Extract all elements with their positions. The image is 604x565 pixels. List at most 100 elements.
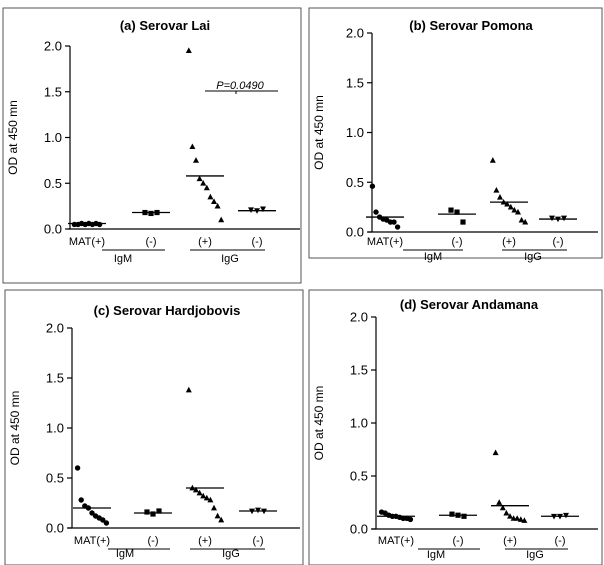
data-point: [503, 509, 510, 516]
y-axis-label: OD at 450 mn: [8, 391, 22, 466]
data-point: [218, 216, 225, 223]
panel-frame: [2, 7, 302, 284]
y-tick-label: 0.5: [346, 175, 364, 190]
data-point: [373, 209, 379, 215]
data-point: [499, 504, 506, 511]
y-tick-label: 0.0: [46, 521, 64, 536]
x-category-label: MAT(+): [74, 535, 110, 547]
y-tick-label: 1.5: [346, 75, 364, 90]
data-point: [449, 511, 455, 517]
chart-panel-a: (a) Serovar Lai OD at 450 mn 0.0 0.5 1.0 1.5 2…: [2, 7, 302, 284]
data-point: [391, 219, 397, 225]
y-tick-label: 0.5: [44, 176, 62, 191]
panel-frame: [4, 289, 304, 565]
data-point: [203, 184, 210, 191]
x-category-label: (+): [198, 535, 212, 547]
data-point: [150, 511, 156, 517]
data-point: [214, 512, 221, 519]
y-axis-label: OD at 450 mn: [312, 95, 326, 170]
data-point: [517, 516, 524, 522]
y-tick-label: 1.0: [346, 125, 364, 140]
data-point: [189, 143, 196, 150]
group-label: IgM: [114, 253, 132, 265]
data-point: [507, 513, 513, 519]
data-point: [248, 207, 254, 213]
data-point: [200, 492, 207, 499]
data-point: [148, 210, 154, 217]
data-point: [448, 207, 454, 213]
data-point: [196, 175, 203, 182]
x-category-label: MAT(+): [378, 535, 414, 547]
data-point: [555, 216, 561, 223]
x-category-label: (-): [555, 535, 566, 547]
data-point: [454, 209, 460, 215]
x-category-label: (+): [502, 236, 516, 248]
group-label: IgM: [116, 548, 134, 560]
data-point: [96, 221, 103, 228]
data-point: [254, 208, 260, 214]
data-point: [563, 512, 569, 519]
y-tick-label: 1.0: [350, 416, 368, 431]
data-point: [196, 489, 203, 496]
data-point: [214, 202, 221, 209]
data-point: [394, 224, 401, 230]
data-point: [154, 209, 160, 216]
chart-panel-d: (d) Serovar Andamana OD at 450 mn 0.0 0.5 1.…: [308, 289, 603, 565]
data-point: [203, 494, 210, 501]
data-point: [489, 157, 496, 163]
y-tick-label: 0.5: [350, 469, 368, 484]
x-category-label: (+): [198, 236, 212, 248]
y-axis-label: OD at 450 mn: [6, 100, 20, 175]
x-category-label: (-): [146, 236, 157, 248]
data-point: [492, 449, 499, 456]
data-point: [103, 520, 110, 526]
group-label: IgG: [222, 548, 240, 560]
chart-panel-b: (b) Serovar Pomona OD at 450 mn 0.0 0.5 1.0 1…: [308, 7, 603, 263]
data-point: [200, 180, 207, 186]
data-point: [455, 512, 461, 518]
group-label: IgG: [221, 253, 239, 265]
p-value-annotation: P=0.0490: [216, 80, 264, 92]
group-label: IgM: [424, 251, 442, 263]
y-tick-label: 1.0: [46, 421, 64, 436]
chart-title: (a) Serovar Lai: [120, 18, 210, 33]
panel-frame: [308, 289, 603, 565]
data-point: [261, 508, 267, 515]
data-point: [500, 198, 507, 205]
data-point: [518, 216, 525, 223]
y-tick-label: 1.5: [46, 371, 64, 386]
data-point: [144, 509, 150, 515]
data-point: [369, 183, 376, 189]
y-tick-label: 0.0: [350, 522, 368, 537]
data-point: [100, 517, 106, 523]
data-point: [189, 484, 196, 491]
data-point: [551, 513, 557, 520]
data-point: [460, 219, 466, 225]
data-point: [211, 198, 217, 204]
x-category-label: (-): [453, 535, 464, 547]
data-point: [407, 516, 414, 523]
data-point: [461, 513, 467, 519]
group-label: IgM: [427, 549, 445, 561]
panel-frame: [308, 7, 603, 259]
data-point: [142, 209, 148, 216]
data-point: [211, 504, 217, 511]
data-point: [507, 203, 514, 210]
data-point: [514, 515, 521, 521]
y-tick-label: 0.5: [46, 471, 64, 486]
x-category-label: (-): [253, 535, 264, 547]
x-category-label: (-): [252, 236, 263, 248]
x-category-label: (-): [452, 236, 463, 248]
data-point: [249, 508, 255, 515]
data-point: [493, 187, 500, 193]
data-point: [218, 516, 225, 523]
chart-title: (d) Serovar Andamana: [400, 297, 539, 312]
data-point: [156, 508, 162, 514]
data-point: [207, 193, 214, 200]
data-point: [561, 215, 567, 222]
data-point: [255, 507, 261, 514]
chart-title: (c) Serovar Hardjobovis: [94, 303, 241, 318]
data-point: [522, 218, 529, 225]
x-category-label: MAT(+): [69, 236, 105, 248]
